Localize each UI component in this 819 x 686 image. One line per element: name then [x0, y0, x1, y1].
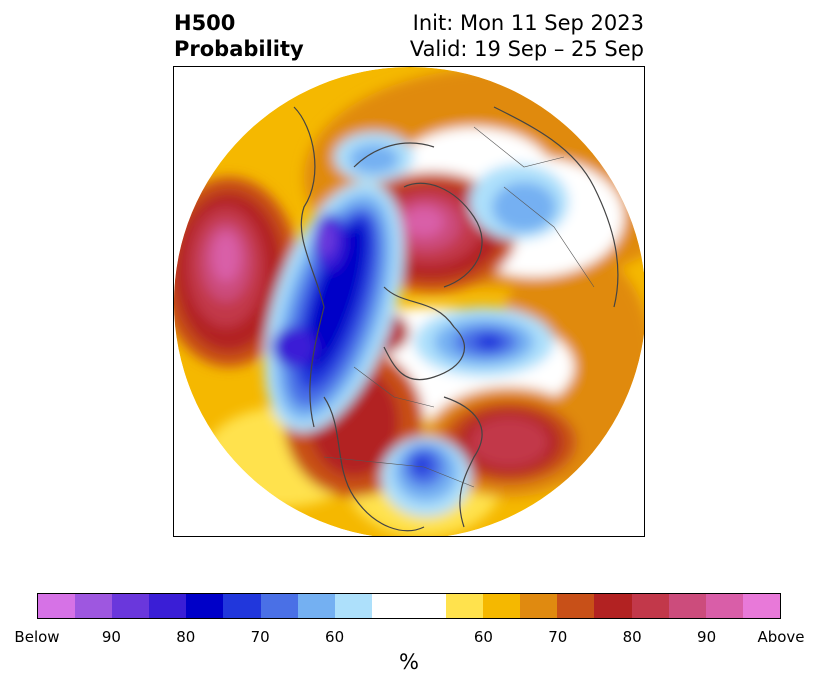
- colorbar-tick-label: 60: [325, 628, 345, 646]
- valid-range: Valid: 19 Sep – 25 Sep: [409, 37, 644, 61]
- colorbar-tick-label: Above: [757, 628, 805, 646]
- map-dates: Init: Mon 11 Sep 2023 Valid: 19 Sep – 25…: [410, 10, 644, 62]
- colorbar-segment: [594, 594, 632, 618]
- colorbar-segment: [520, 594, 558, 618]
- borders: [323, 126, 595, 488]
- colorbar-segment: [297, 594, 335, 618]
- colorbar-segment: [334, 594, 372, 618]
- colorbar-tick-label: 80: [622, 628, 642, 646]
- colorbar: [37, 593, 781, 619]
- colorbar-segment: [75, 594, 113, 618]
- colorbar-segment: [483, 594, 521, 618]
- probability-field: [174, 67, 644, 536]
- init-date: Init: Mon 11 Sep 2023: [412, 11, 644, 35]
- colorbar-segment: [223, 594, 261, 618]
- colorbar-segment: [446, 594, 484, 618]
- colorbar-tick-label: 70: [250, 628, 270, 646]
- colorbar-tick-label: 90: [697, 628, 717, 646]
- product-label: Probability: [174, 37, 304, 61]
- variable-label: H500: [174, 11, 236, 35]
- colorbar-tick-label: 80: [176, 628, 196, 646]
- colorbar-segment: [408, 594, 447, 618]
- colorbar-tick-label: 90: [101, 628, 121, 646]
- colorbar-tick-label: 60: [473, 628, 493, 646]
- colorbar-segment: [705, 594, 743, 618]
- colorbar-segment: [668, 594, 706, 618]
- map-title: H500 Probability: [174, 10, 304, 62]
- probability-map-svg: [174, 67, 644, 536]
- colorbar-segment: [112, 594, 150, 618]
- colorbar-segment: [557, 594, 595, 618]
- colorbar-segment: [742, 594, 780, 618]
- colorbar-segment: [186, 594, 224, 618]
- polar-map: [173, 66, 645, 537]
- colorbar-segment: [371, 594, 409, 618]
- colorbar-tick-label: Below: [14, 628, 60, 646]
- colorbar-unit-label: %: [399, 650, 419, 674]
- colorbar-tick-label: 70: [548, 628, 568, 646]
- colorbar-segment: [38, 594, 76, 618]
- colorbar-segment: [260, 594, 298, 618]
- colorbar-segment: [149, 594, 187, 618]
- colorbar-segment: [631, 594, 669, 618]
- coastlines: [293, 106, 619, 532]
